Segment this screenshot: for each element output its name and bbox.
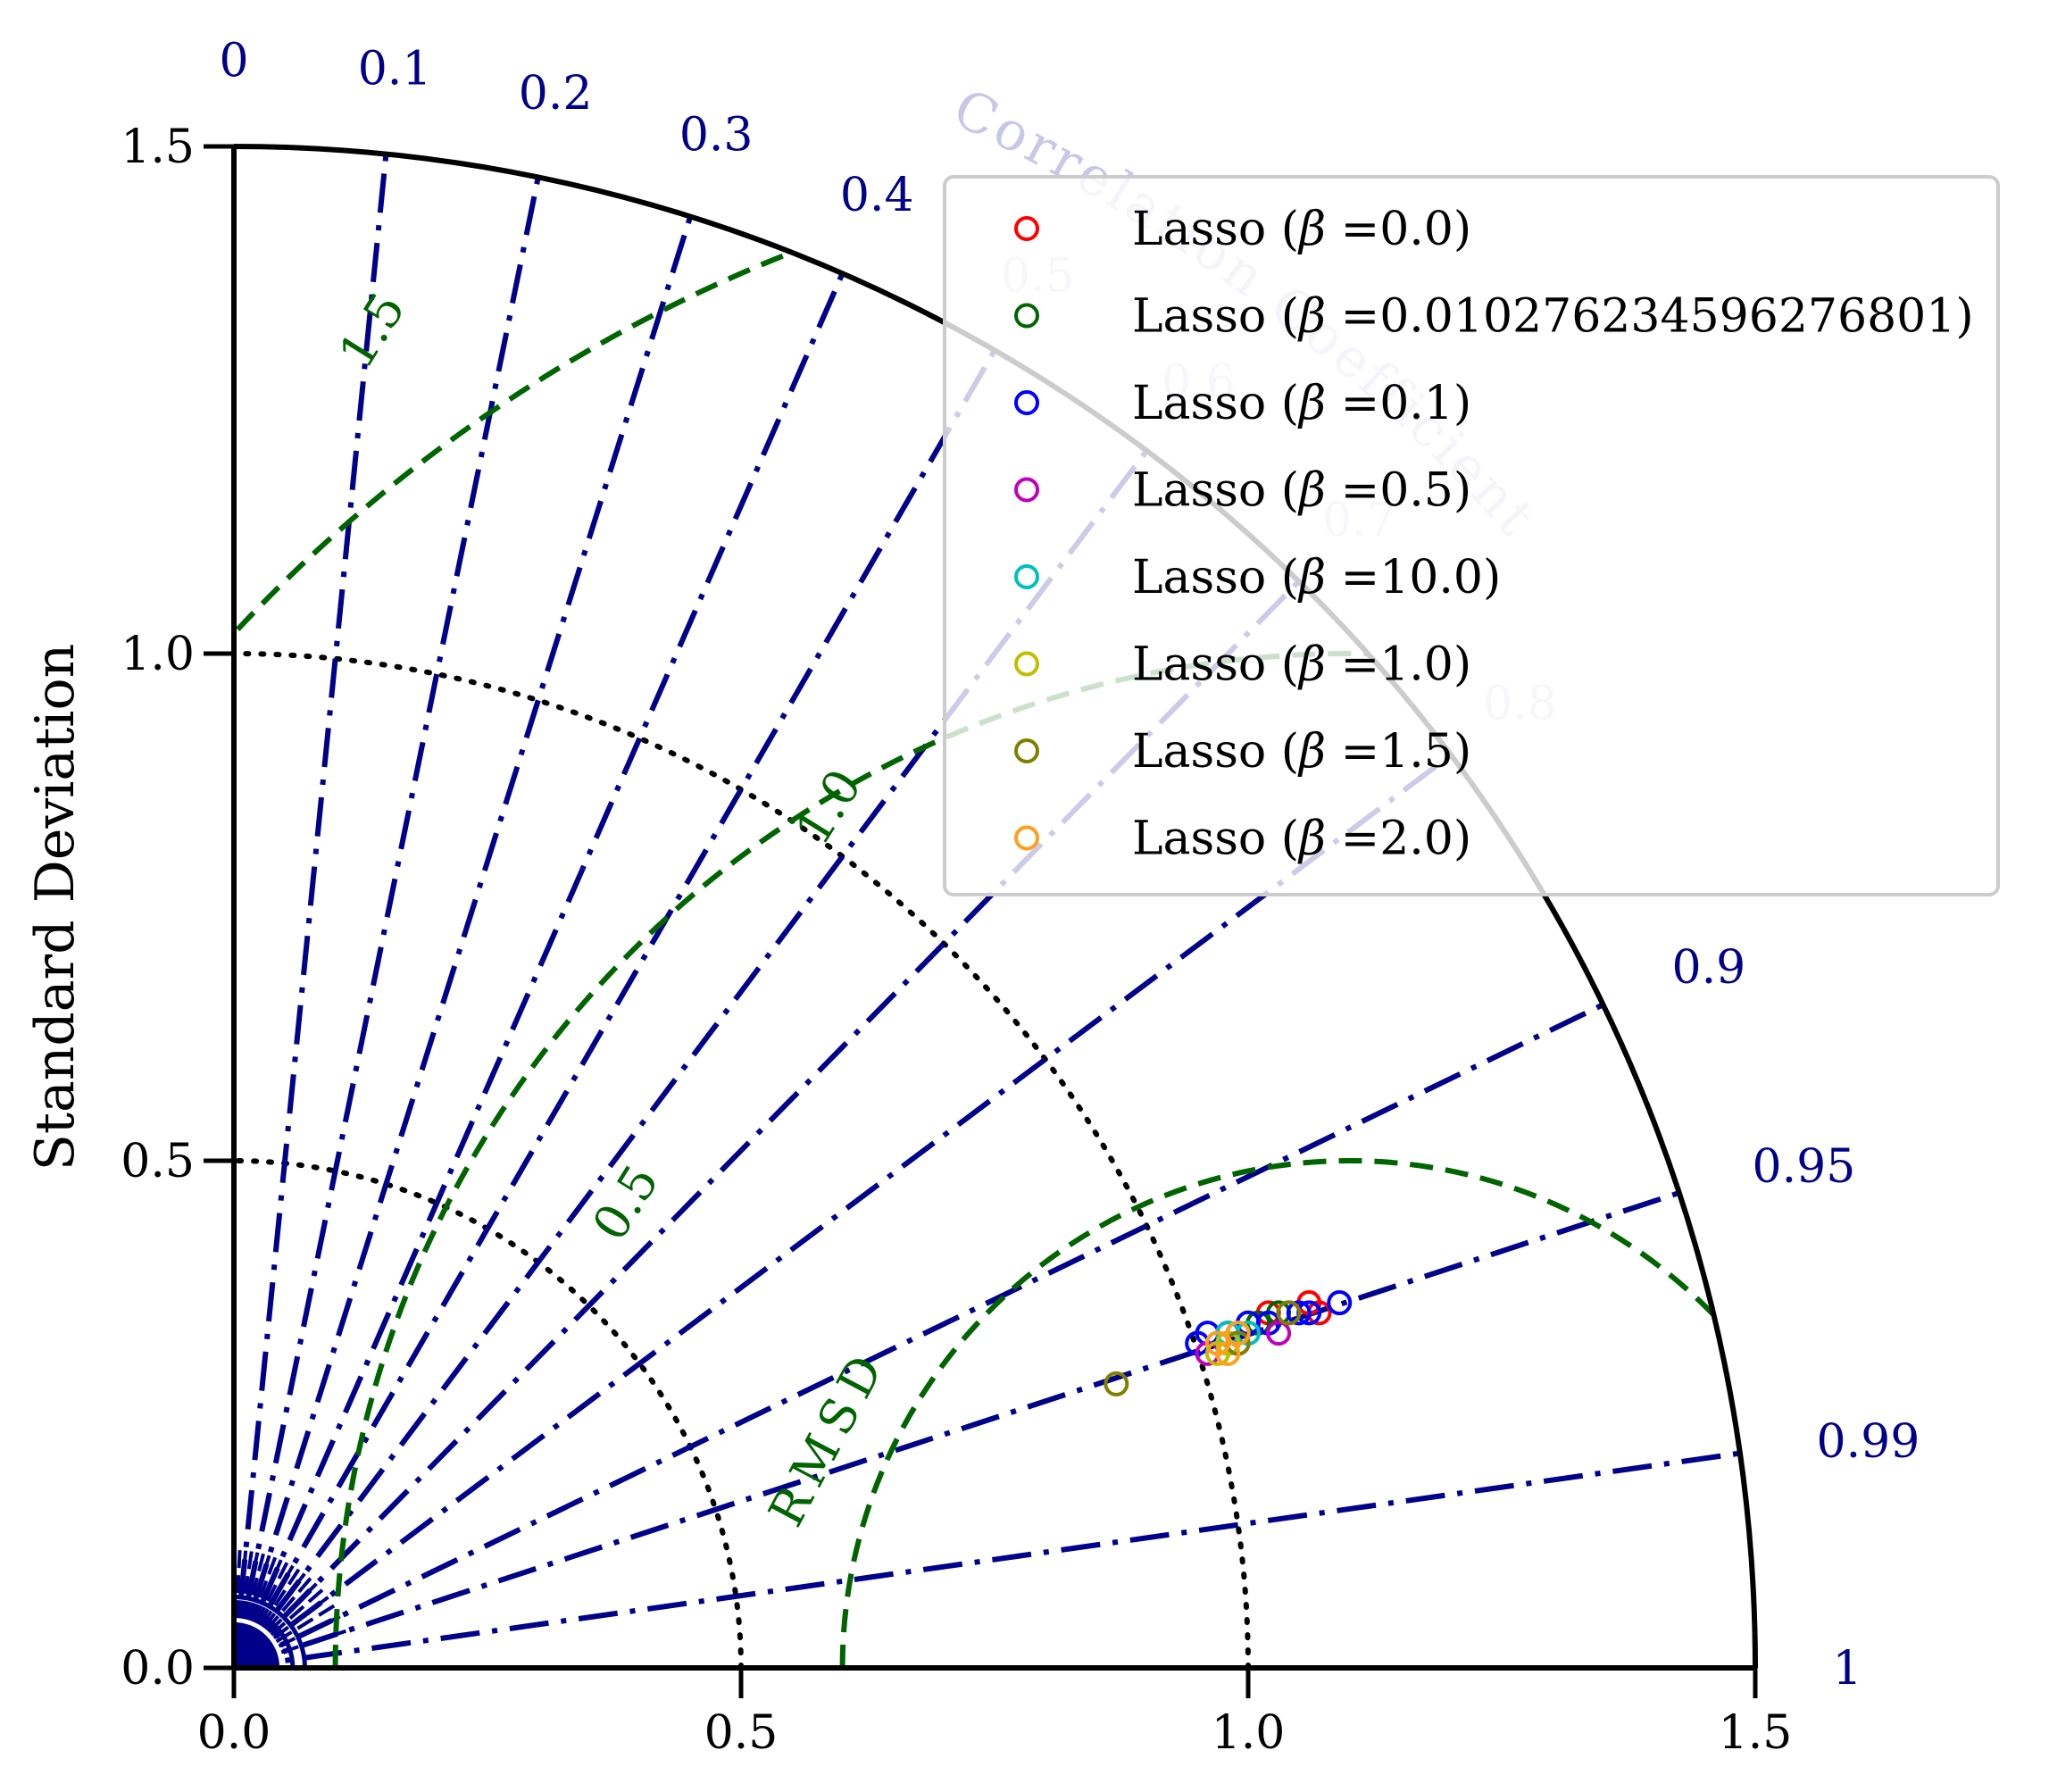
legend-entry-suffix: =2.0) <box>1326 813 1471 866</box>
axis-ticks: 0.00.0 0.5 0.5 1.0 1.0 1.5 1.5 <box>121 121 1792 1760</box>
legend-marker <box>1014 216 1039 241</box>
data-point <box>1266 1321 1292 1346</box>
std-arcs <box>231 651 1251 1671</box>
rmsd-label: 1.5 <box>328 283 416 378</box>
legend-entry-beta: β <box>1297 464 1326 518</box>
rmsd-label: 0.5 <box>581 1155 670 1250</box>
data-point <box>1327 1290 1353 1316</box>
legend-entry-beta: β <box>1297 813 1326 866</box>
correlation-tick-label: 0.1 <box>358 42 432 96</box>
y-tick-label: 0.5 <box>121 1135 195 1188</box>
y-tick-label: 1.0 <box>121 628 195 681</box>
legend-entry-beta: β <box>1297 551 1326 604</box>
legend-entry-suffix: =1.5) <box>1326 725 1471 779</box>
correlation-tick-label: 0 <box>219 34 248 88</box>
y-tick-label: 1.5 <box>121 121 195 174</box>
legend-entry-prefix: Lasso ( <box>1132 725 1299 779</box>
legend-entry: Lasso (β =0.5) <box>1132 464 1471 518</box>
legend-entry-beta: β <box>1297 638 1326 692</box>
series-7 <box>1204 1321 1251 1366</box>
correlation-line <box>231 176 541 1669</box>
legend-marker <box>1014 738 1039 763</box>
legend-entry-prefix: Lasso ( <box>1132 813 1299 866</box>
origin-ring <box>233 1606 296 1669</box>
correlation-tick-label: 0.99 <box>1817 1415 1920 1469</box>
series-6 <box>1104 1300 1302 1396</box>
legend-marker <box>1014 651 1039 677</box>
correlation-line <box>231 272 845 1670</box>
legend-entry-beta: β <box>1297 290 1326 344</box>
legend-entry: Lasso (β =0.0) <box>1132 203 1471 256</box>
legend-box <box>943 175 2000 896</box>
legend-entry: Lasso (β =1.5) <box>1132 725 1471 779</box>
legend-entry-suffix: =0.5) <box>1326 464 1471 518</box>
correlation-tick-label: 0.95 <box>1753 1140 1856 1194</box>
legend: Lasso (β =0.0)Lasso (β =0.01027623459627… <box>943 175 2000 896</box>
legend-entry-beta: β <box>1297 203 1326 256</box>
correlation-line <box>231 348 997 1670</box>
legend-entry: Lasso (β =0.010276234596276801) <box>1132 290 1974 344</box>
legend-entry-prefix: Lasso ( <box>1132 638 1299 692</box>
legend-entry-prefix: Lasso ( <box>1132 464 1299 518</box>
legend-entry-beta: β <box>1297 725 1326 779</box>
correlation-tick-label: 0.2 <box>519 67 593 121</box>
y-tick-label: 0.0 <box>121 1642 195 1696</box>
x-tick-label: 0.5 <box>704 1706 779 1760</box>
x-tick-label: 1.5 <box>1719 1706 1793 1760</box>
legend-entry-suffix: =10.0) <box>1326 551 1501 604</box>
axis-titles: Standard Deviation <box>24 644 87 1171</box>
correlation-tick-label: 0.4 <box>840 169 914 222</box>
legend-entry-prefix: Lasso ( <box>1132 203 1299 256</box>
correlation-tick-label: 0.3 <box>679 108 754 162</box>
rmsd-label: 1.0 <box>784 760 872 854</box>
correlation-line <box>233 1190 1680 1671</box>
legend-entry-prefix: Lasso ( <box>1132 290 1299 344</box>
correlation-line <box>233 1450 1741 1671</box>
rmsd-title: RMSD <box>758 1338 898 1536</box>
y-axis-title: Standard Deviation <box>24 644 87 1171</box>
legend-entry-prefix: Lasso ( <box>1132 377 1299 430</box>
data-point <box>1276 1300 1302 1326</box>
origin-ring <box>233 1594 308 1669</box>
legend-marker <box>1014 390 1039 415</box>
origin-marker <box>234 1621 280 1668</box>
data-points <box>1104 1290 1353 1396</box>
correlation-line <box>231 154 389 1669</box>
legend-entry: Lasso (β =10.0) <box>1132 551 1501 604</box>
correlation-line <box>232 1002 1604 1671</box>
legend-entry: Lasso (β =2.0) <box>1132 813 1471 866</box>
x-tick-label: 0.0 <box>197 1706 271 1760</box>
legend-entry-suffix: =0.0) <box>1326 203 1471 256</box>
legend-entry-suffix: =0.010276234596276801) <box>1326 290 1974 344</box>
legend-entry-suffix: =1.0) <box>1326 638 1471 692</box>
correlation-tick-label: 1 <box>1833 1642 1862 1696</box>
data-point <box>1286 1300 1312 1326</box>
data-point <box>1225 1321 1251 1346</box>
legend-entry-suffix: =0.1) <box>1326 377 1471 430</box>
rmsd-contour <box>839 1158 1755 1668</box>
legend-marker <box>1014 564 1039 589</box>
x-tick-label: 1.0 <box>1212 1706 1286 1760</box>
data-point <box>1215 1340 1241 1366</box>
correlation-line <box>231 215 694 1669</box>
legend-marker <box>1014 477 1039 503</box>
correlation-line <box>232 753 1453 1671</box>
data-point <box>1204 1340 1230 1366</box>
legend-entry: Lasso (β =1.0) <box>1132 638 1471 692</box>
legend-marker <box>1014 303 1039 329</box>
correlation-tick-label: 0.9 <box>1672 941 1746 995</box>
legend-entry-prefix: Lasso ( <box>1132 551 1299 604</box>
legend-entry: Lasso (β =0.1) <box>1132 377 1471 430</box>
std-arc <box>231 1158 744 1671</box>
legend-entry-beta: β <box>1297 377 1326 430</box>
data-point <box>1104 1371 1129 1396</box>
legend-marker <box>1014 825 1039 851</box>
